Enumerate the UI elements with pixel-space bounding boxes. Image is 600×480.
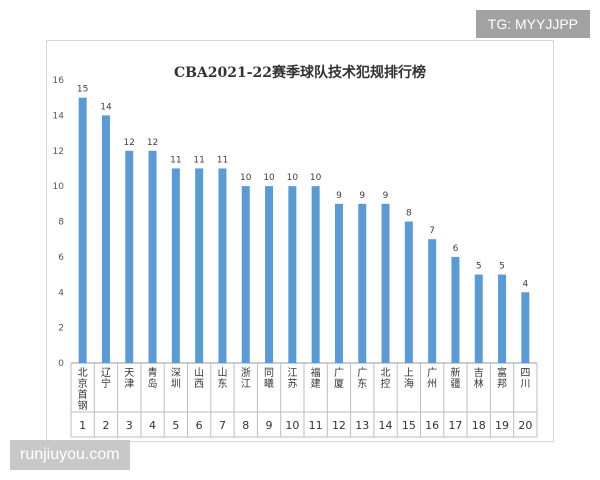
data-label: 4 xyxy=(522,279,528,289)
bar xyxy=(195,168,204,363)
team-label: 吉林 xyxy=(474,367,484,390)
bar xyxy=(101,115,110,363)
rank-label: 20 xyxy=(518,419,532,432)
team-label: 山东 xyxy=(217,367,227,390)
y-tick-label: 4 xyxy=(58,288,64,298)
bar xyxy=(428,239,437,363)
bar xyxy=(311,186,320,363)
team-label: 天津 xyxy=(124,368,134,390)
data-label: 12 xyxy=(124,138,135,148)
bar xyxy=(125,150,134,363)
bar xyxy=(498,274,507,363)
team-label: 广州 xyxy=(427,367,437,390)
bar xyxy=(381,203,390,363)
rank-label: 2 xyxy=(102,419,109,432)
team-label: 江苏 xyxy=(287,367,297,390)
bar xyxy=(358,203,367,363)
bar xyxy=(171,168,180,363)
y-tick-label: 14 xyxy=(53,111,65,121)
bar xyxy=(474,274,483,363)
team-label: 上海 xyxy=(404,367,414,390)
team-label: 青岛 xyxy=(148,366,158,390)
team-label: 福建 xyxy=(311,366,321,390)
data-label: 9 xyxy=(336,191,342,201)
rank-label: 6 xyxy=(196,419,203,432)
rank-label: 10 xyxy=(285,419,299,432)
rank-label: 12 xyxy=(332,419,346,432)
data-label: 7 xyxy=(429,226,435,236)
rank-label: 1 xyxy=(79,419,86,432)
tg-badge: TG: MYYJJPP xyxy=(475,10,590,38)
data-label: 9 xyxy=(383,191,389,201)
site-watermark: runjiuyou.com xyxy=(10,440,130,470)
rank-label: 17 xyxy=(448,419,462,432)
team-label: 四川 xyxy=(520,368,530,390)
rank-label: 16 xyxy=(425,419,439,432)
chart-title: CBA2021-22赛季球队技术犯规排行榜 xyxy=(173,65,427,81)
team-label: 广东 xyxy=(357,367,367,390)
data-label: 10 xyxy=(263,173,275,183)
bar xyxy=(451,256,460,363)
rank-label: 19 xyxy=(495,419,509,432)
y-tick-label: 8 xyxy=(58,218,64,228)
rank-label: 3 xyxy=(126,419,133,432)
data-label: 9 xyxy=(359,191,365,201)
data-label: 11 xyxy=(170,155,181,165)
rank-label: 9 xyxy=(266,419,273,432)
bar xyxy=(78,97,87,363)
team-label: 山西 xyxy=(194,367,204,390)
data-label: 15 xyxy=(77,85,88,95)
bar xyxy=(404,221,413,363)
data-label: 8 xyxy=(406,209,412,219)
team-label: 广厦 xyxy=(334,367,344,390)
y-tick-label: 0 xyxy=(58,359,64,369)
bar xyxy=(334,203,343,363)
bar xyxy=(521,292,530,363)
y-tick-label: 6 xyxy=(58,253,64,263)
data-label: 5 xyxy=(499,262,505,272)
data-label: 5 xyxy=(476,262,482,272)
rank-label: 15 xyxy=(402,419,416,432)
bar xyxy=(265,186,274,363)
bar xyxy=(241,186,250,363)
data-label: 11 xyxy=(217,155,228,165)
team-label: 北控 xyxy=(381,367,391,390)
y-tick-label: 10 xyxy=(53,182,65,192)
data-label: 6 xyxy=(453,244,459,254)
data-label: 10 xyxy=(240,173,252,183)
data-label: 10 xyxy=(287,173,299,183)
rank-label: 7 xyxy=(219,419,226,432)
rank-label: 4 xyxy=(149,419,156,432)
y-tick-label: 2 xyxy=(58,324,64,334)
team-label: 北京首钢 xyxy=(78,367,88,412)
rank-label: 18 xyxy=(472,419,486,432)
team-label: 深圳 xyxy=(171,367,181,390)
team-label: 浙江 xyxy=(241,367,251,390)
bar xyxy=(218,168,227,363)
rank-label: 11 xyxy=(309,419,323,432)
y-tick-label: 16 xyxy=(53,76,65,86)
bar xyxy=(148,150,157,363)
team-label: 富邦 xyxy=(497,366,507,390)
team-label: 新疆 xyxy=(450,366,460,390)
data-label: 11 xyxy=(193,155,204,165)
bar xyxy=(288,186,297,363)
rank-label: 8 xyxy=(242,419,249,432)
rank-label: 5 xyxy=(172,419,179,432)
data-label: 12 xyxy=(147,138,158,148)
rank-label: 13 xyxy=(355,419,369,432)
data-label: 10 xyxy=(310,173,322,183)
data-label: 14 xyxy=(100,102,112,112)
team-label: 同曦 xyxy=(264,367,274,390)
y-tick-label: 12 xyxy=(53,147,64,157)
rank-label: 14 xyxy=(379,419,393,432)
team-label: 辽宁 xyxy=(101,367,111,390)
